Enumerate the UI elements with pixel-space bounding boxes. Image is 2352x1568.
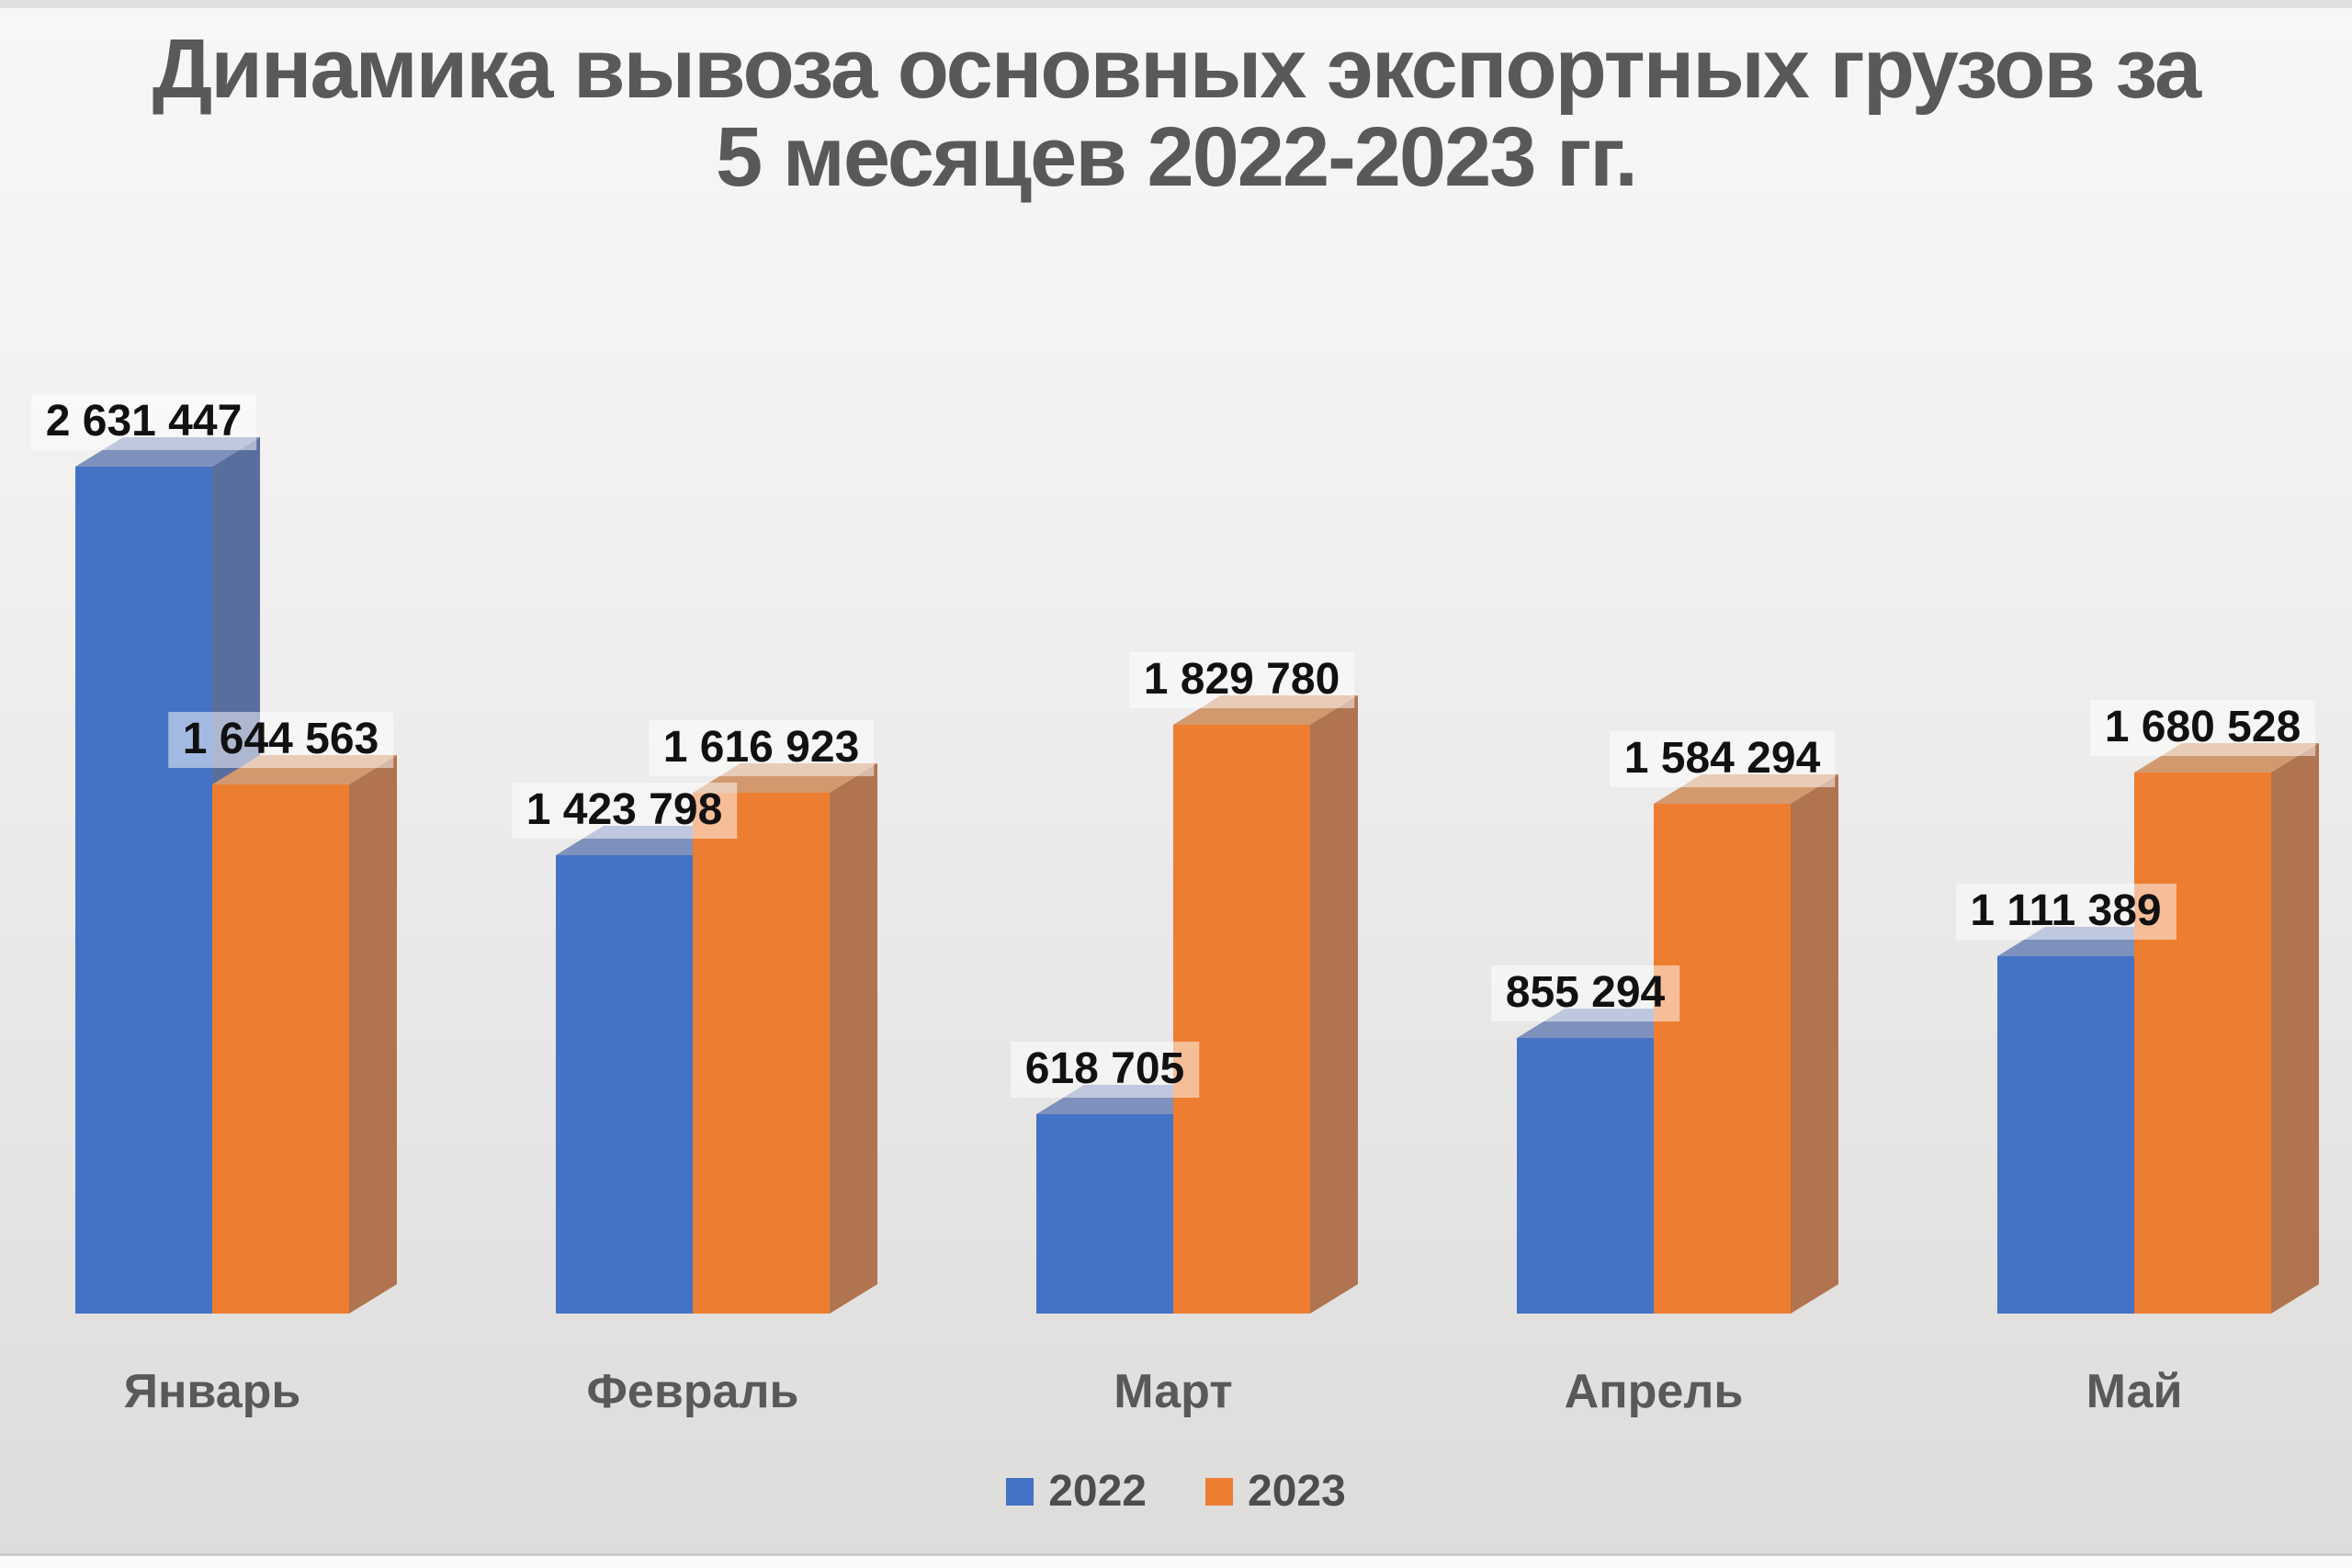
legend-label-2022: 2022 xyxy=(1048,1467,1147,1516)
value-label-2022-4: 1 111 389 xyxy=(1955,884,2177,940)
chart-title-line1: Динамика вывоза основных экспортных груз… xyxy=(152,22,2201,116)
bar-2023-2 xyxy=(1173,725,1310,1314)
legend: 2022 2023 xyxy=(0,1466,2352,1517)
bar-2022-4 xyxy=(1997,956,2134,1314)
value-label-2023-2: 1 829 780 xyxy=(1128,652,1355,708)
slide-bottom-edge xyxy=(0,1553,2352,1568)
legend-label-2023: 2023 xyxy=(1248,1467,1346,1516)
bar-2022-2 xyxy=(1036,1114,1173,1314)
bar-2023-3 xyxy=(1654,804,1791,1314)
bar-2023-0 xyxy=(212,784,349,1314)
category-label-4: Май xyxy=(2086,1365,2183,1418)
slide-top-edge xyxy=(0,0,2352,8)
bar-side-face-2023-2 xyxy=(1310,695,1358,1314)
value-label-2022-0: 2 631 447 xyxy=(30,394,257,450)
value-label-2023-1: 1 616 923 xyxy=(648,720,875,776)
category-label-1: Февраль xyxy=(586,1365,799,1418)
value-label-2022-2: 618 705 xyxy=(1010,1042,1200,1098)
legend-swatch-2023 xyxy=(1205,1477,1233,1506)
category-label-3: Апрель xyxy=(1564,1365,1744,1418)
bar-side-face-2023-3 xyxy=(1791,774,1838,1314)
value-label-2022-1: 1 423 798 xyxy=(511,783,738,839)
chart-title: Динамика вывоза основных экспортных груз… xyxy=(0,22,2352,204)
value-label-2023-3: 1 584 294 xyxy=(1609,731,1836,787)
legend-swatch-2022 xyxy=(1006,1477,1035,1506)
bar-2022-3 xyxy=(1517,1038,1654,1314)
legend-item-2022: 2022 xyxy=(1006,1466,1147,1517)
category-label-2: Март xyxy=(1114,1365,1233,1418)
category-label-0: Январь xyxy=(123,1365,301,1418)
value-label-2023-0: 1 644 563 xyxy=(167,712,394,768)
bar-2022-0 xyxy=(75,467,212,1314)
bar-2022-1 xyxy=(556,855,693,1314)
bar-side-face-2023-1 xyxy=(830,763,877,1314)
legend-item-2023: 2023 xyxy=(1205,1466,1346,1517)
bar-2023-1 xyxy=(693,793,830,1314)
bar-side-face-2023-4 xyxy=(2271,743,2319,1314)
bar-2023-4 xyxy=(2134,773,2271,1314)
chart-title-line2: 5 месяцев 2022-2023 гг. xyxy=(716,109,1638,204)
value-label-2023-4: 1 680 528 xyxy=(2089,700,2316,756)
bar-side-face-2023-0 xyxy=(349,755,397,1314)
value-label-2022-3: 855 294 xyxy=(1490,965,1680,1021)
